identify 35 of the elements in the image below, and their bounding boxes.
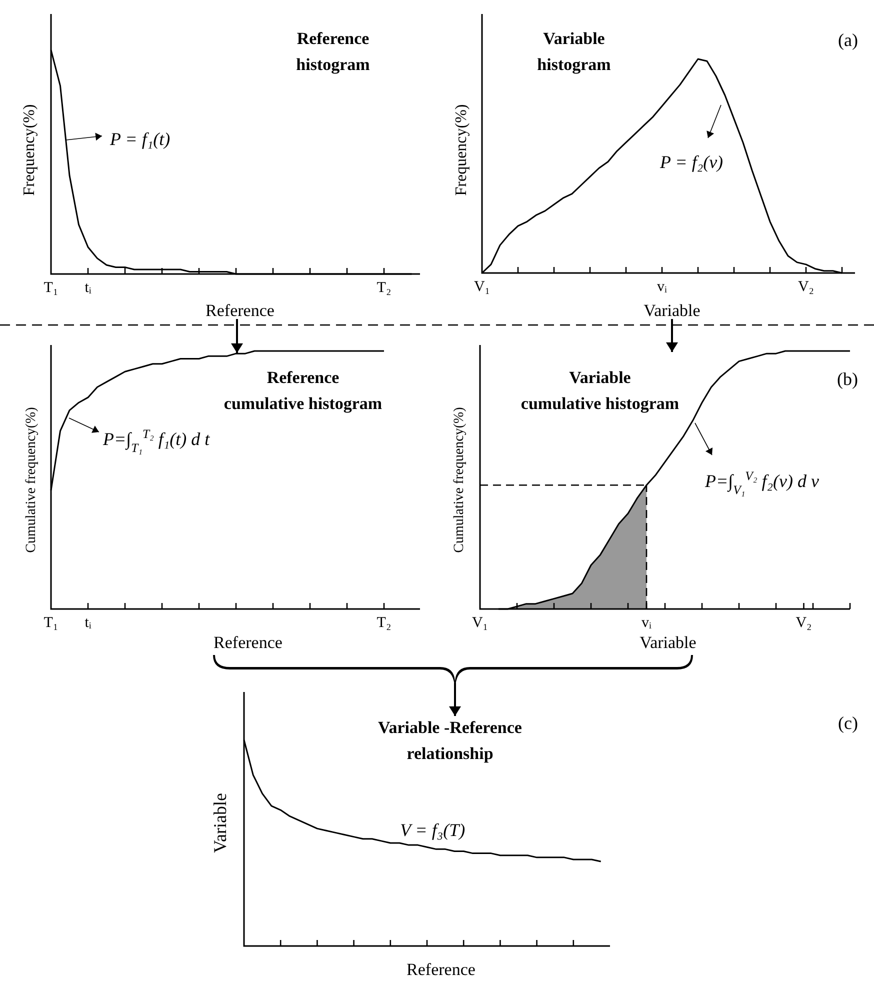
y-axis-title: Cumulative frequency(%) (24, 406, 40, 553)
annotation: P = f₂(v) (659, 152, 724, 172)
x-tick-label: V₁ (474, 279, 490, 295)
x-tick-label: tᵢ (84, 615, 92, 631)
x-tick-label: T₂ (376, 280, 392, 296)
text: Reference cumulative histogram (224, 368, 382, 413)
annotation: P=∫$_{V₁}$$^{V₂}$ f₂(v) d v (704, 469, 819, 497)
x-axis-title: Variable (640, 633, 696, 652)
chart-title: Variable histogram (537, 29, 611, 74)
text: (a) (838, 30, 858, 50)
annotation: P=∫$_{T₁}$$^{T₂}$ f₁(t) d t (102, 427, 211, 455)
x-tick-label: tᵢ (84, 280, 92, 296)
x-tick-label: V₂ (796, 615, 812, 631)
chart-title: Variable -Reference relationship (378, 718, 522, 763)
annotation: P = f₁(t) (109, 129, 170, 149)
y-axis-title: Variable (210, 793, 230, 853)
x-tick-label: T₂ (376, 615, 392, 631)
x-tick-label: V₁ (472, 615, 488, 631)
text: Variable cumulative histogram (520, 368, 680, 413)
x-axis-title: Variable (644, 301, 700, 320)
y-axis-title: Frequency(%) (20, 104, 38, 196)
annotation: V = f₃(T) (400, 820, 466, 840)
x-axis-title: Reference (206, 301, 274, 320)
x-axis-title: Reference (406, 960, 476, 979)
chart-title: Reference histogram (296, 29, 370, 74)
x-tick-label: vᵢ (642, 615, 652, 631)
y-axis-title: Frequency(%) (452, 104, 470, 196)
x-tick-label: T₁ (44, 280, 58, 296)
x-tick-label: V₂ (798, 279, 814, 295)
x-axis-title: Reference (214, 633, 282, 652)
x-tick-label: T₁ (44, 615, 58, 631)
x-tick-label: vᵢ (657, 279, 668, 295)
annotation: (b) (837, 369, 858, 389)
text: (c) (838, 713, 858, 733)
y-axis-title: Cumulative frequency(%) (452, 406, 468, 553)
